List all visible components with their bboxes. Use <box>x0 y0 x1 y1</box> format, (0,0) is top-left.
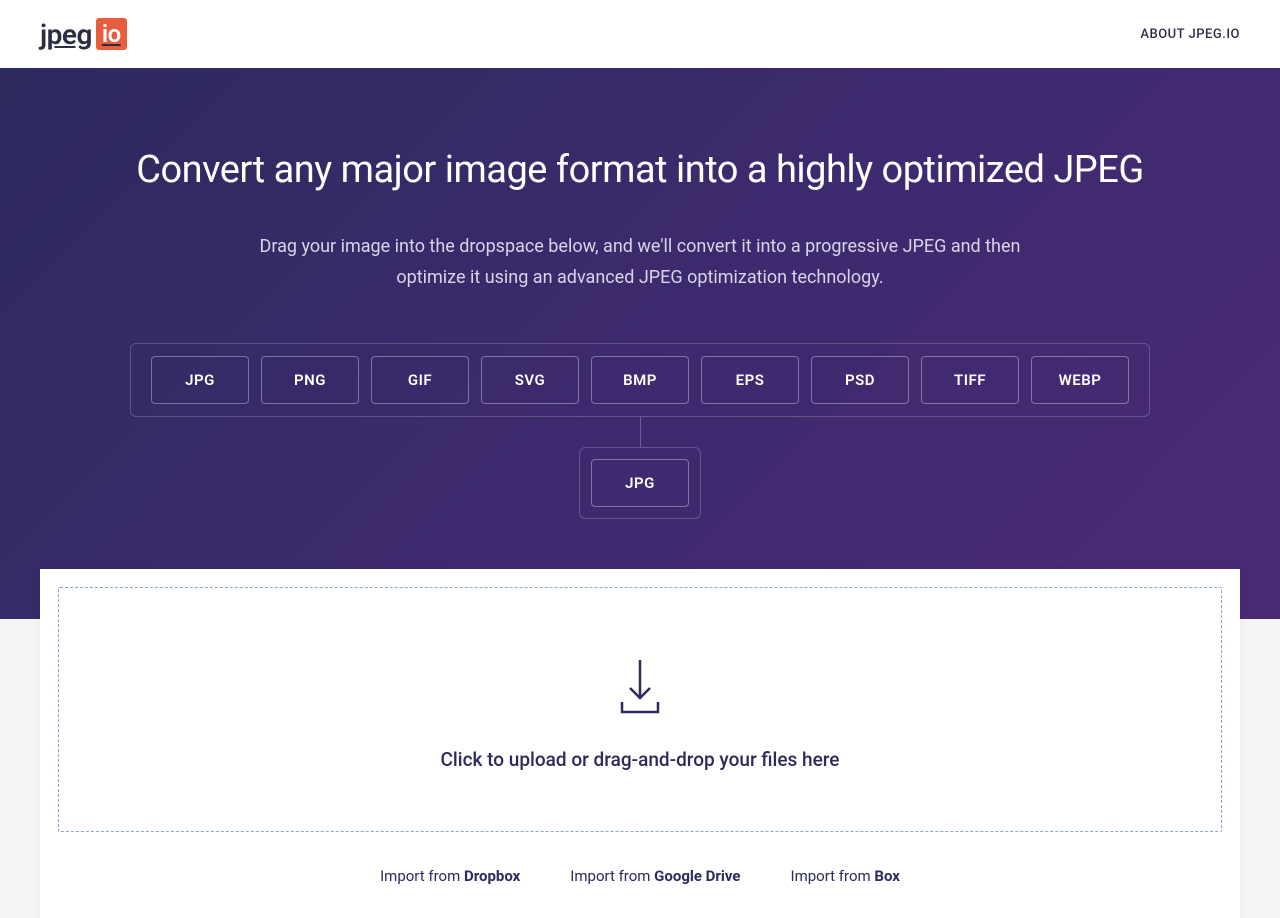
output-format-badge: JPG <box>591 459 689 507</box>
format-badge: WEBP <box>1031 356 1129 404</box>
hero-title: Convert any major image format into a hi… <box>0 148 1280 192</box>
upload-dropzone[interactable]: Click to upload or drag-and-drop your fi… <box>58 587 1222 832</box>
format-badge: PNG <box>261 356 359 404</box>
logo-text-io: io <box>96 18 127 50</box>
output-format-container: JPG <box>579 447 701 519</box>
format-badge: GIF <box>371 356 469 404</box>
format-badge: EPS <box>701 356 799 404</box>
format-badge: TIFF <box>921 356 1019 404</box>
hero-subtitle: Drag your image into the dropspace below… <box>230 232 1050 293</box>
import-box-link[interactable]: Import from Box <box>791 867 900 885</box>
logo-text-jpeg: jpeg <box>40 18 92 51</box>
import-dropbox-link[interactable]: Import from Dropbox <box>380 867 520 885</box>
import-prefix: Import from <box>570 867 654 885</box>
header: jpeg io ABOUT JPEG.IO <box>0 0 1280 68</box>
input-formats-container: JPG PNG GIF SVG BMP EPS PSD TIFF WEBP <box>130 343 1150 417</box>
import-prefix: Import from <box>791 867 875 885</box>
hero-section: Convert any major image format into a hi… <box>0 68 1280 619</box>
import-prefix: Import from <box>380 867 464 885</box>
import-source: Google Drive <box>654 867 740 885</box>
nav-about-link[interactable]: ABOUT JPEG.IO <box>1140 27 1240 42</box>
format-badge: SVG <box>481 356 579 404</box>
format-badge: PSD <box>811 356 909 404</box>
import-googledrive-link[interactable]: Import from Google Drive <box>570 867 740 885</box>
dropzone-text: Click to upload or drag-and-drop your fi… <box>79 748 1201 771</box>
import-source: Dropbox <box>464 867 520 885</box>
connector-line <box>640 417 641 447</box>
import-row: Import from Dropbox Import from Google D… <box>58 832 1222 900</box>
output-wrapper: JPG <box>0 447 1280 519</box>
format-badge: BMP <box>591 356 689 404</box>
format-badge: JPG <box>151 356 249 404</box>
logo[interactable]: jpeg io <box>40 18 127 51</box>
upload-icon <box>79 658 1201 720</box>
content-card: Click to upload or drag-and-drop your fi… <box>40 569 1240 918</box>
import-source: Box <box>874 867 900 885</box>
